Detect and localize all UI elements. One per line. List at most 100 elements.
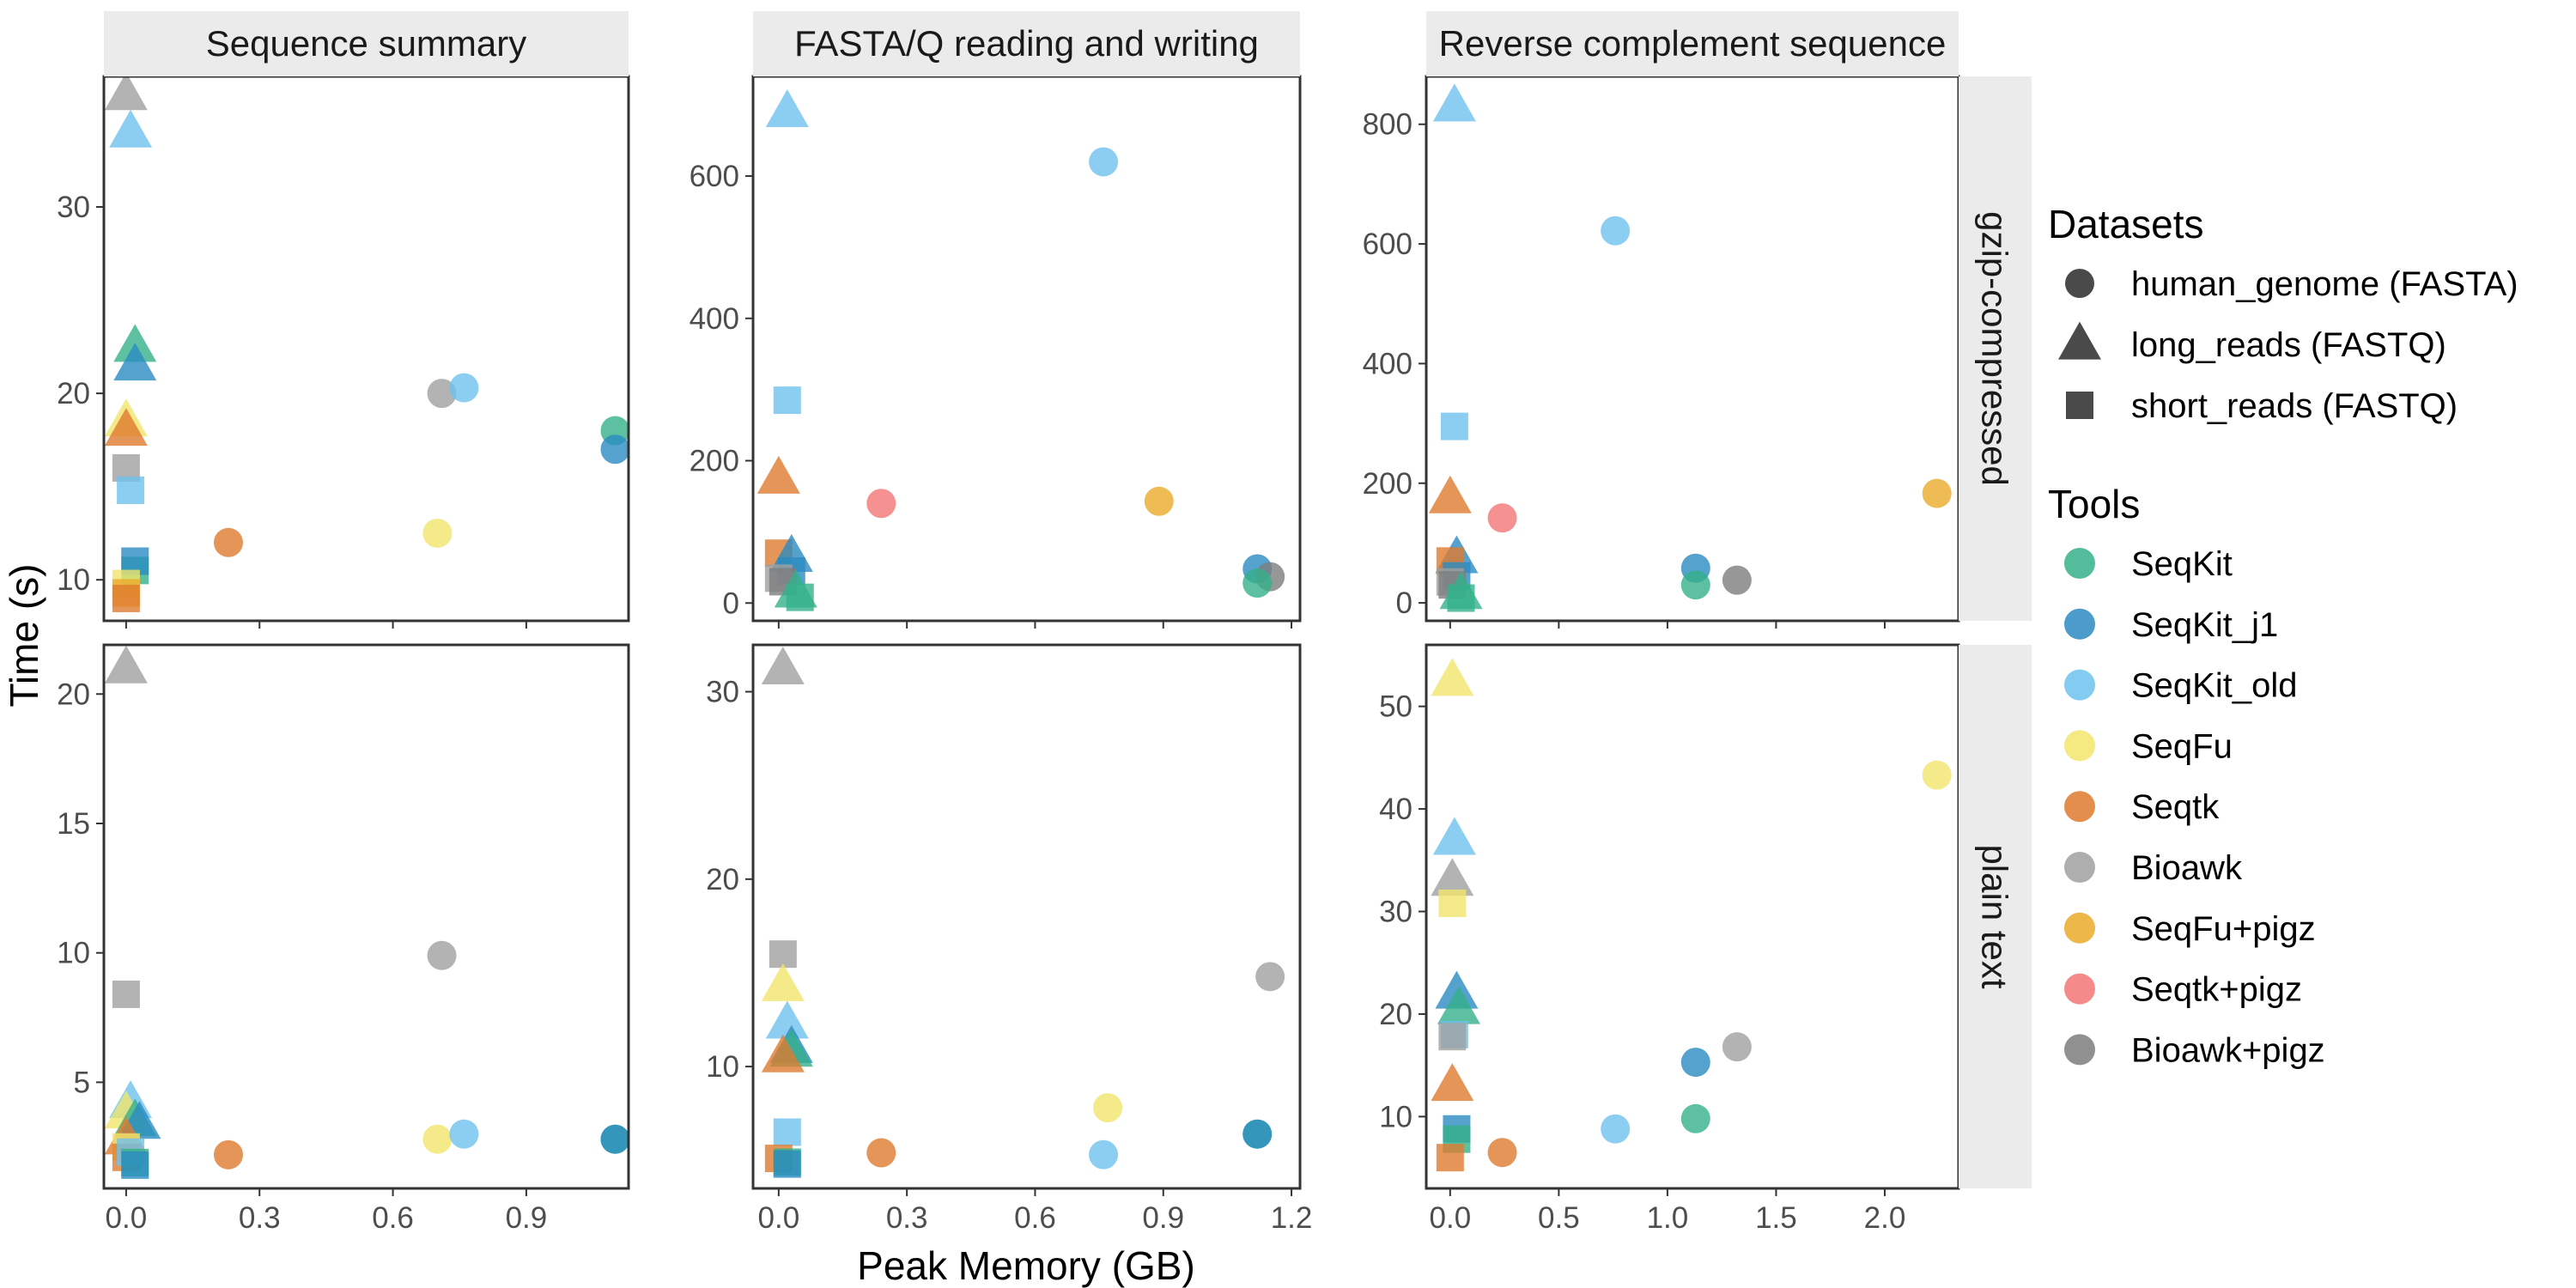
point-bioawk: [104, 645, 148, 683]
legend-label: SeqFu: [2131, 727, 2233, 765]
legend-label: short_reads (FASTQ): [2131, 387, 2458, 425]
x-tick-label: 1.2: [1271, 1201, 1313, 1235]
point-seqfu: [1438, 889, 1467, 917]
strip-background: [753, 11, 1300, 76]
points: [104, 645, 630, 1179]
point-seqkit-old: [117, 477, 145, 505]
x-tick-label: 0.0: [758, 1201, 800, 1235]
point-seqfu-pigz: [1922, 478, 1952, 508]
point-bioawk: [769, 940, 797, 969]
points: [1428, 83, 1952, 612]
point-seqtk: [213, 527, 243, 557]
x-tick-label: 0.9: [506, 1201, 548, 1235]
y-tick-label: 30: [706, 676, 739, 709]
panel-plain-text-fasta-q-reading-and-writing: 10 20 30 0.0 0.3 0.6 0.9 1.2: [706, 643, 1313, 1235]
points: [761, 646, 1285, 1178]
point-seqkit-j1: [773, 1150, 801, 1178]
point-seqtk: [1487, 1138, 1517, 1168]
y-tick-label: 10: [57, 937, 90, 970]
legend-label: Bioawk+pigz: [2131, 1031, 2325, 1069]
point-seqtk: [756, 455, 800, 494]
legend-key-circle: [2064, 669, 2095, 701]
panel-gzip-compressed-fasta-q-reading-and-writing: 0 200 400 600: [690, 75, 1302, 629]
legend-label: Bioawk: [2131, 849, 2243, 887]
y-axis-title: Time (s): [2, 564, 46, 708]
y-tick-label: 600: [690, 160, 739, 193]
point-seqkit-j1: [600, 1124, 630, 1154]
legend-item-seqkit-j1: SeqKit_j1: [2064, 606, 2278, 644]
panel-border: [751, 75, 1302, 623]
legend-datasets: human_genome (FASTA) long_reads (FASTQ) sh…: [2058, 265, 2518, 425]
point-seqkit-old: [1432, 817, 1476, 855]
x-tick-label: 0.3: [239, 1201, 281, 1235]
point-seqkit-old: [765, 1000, 809, 1039]
y-tick-label: 50: [1379, 690, 1413, 724]
point-bioawk: [1431, 858, 1474, 896]
point-seqkit-old: [449, 1119, 479, 1149]
legend-key-circle: [2064, 1034, 2095, 1066]
point-seqtk: [1431, 1063, 1474, 1102]
legend-label: SeqKit: [2131, 545, 2233, 583]
y-tick-label: 200: [690, 445, 739, 478]
point-seqfu: [422, 1124, 453, 1154]
y-tick-label: 0: [723, 586, 739, 620]
y-tick-label: 20: [57, 677, 90, 711]
legend-label: SeqKit_old: [2131, 667, 2297, 705]
x-tick-label: 0.0: [106, 1201, 148, 1235]
point-bioawk: [427, 379, 457, 409]
y-tick-label: 400: [1363, 347, 1413, 380]
legend-item-seqfu: SeqFu: [2064, 727, 2233, 765]
point-seqkit-old: [773, 386, 801, 415]
point-seqtk-pigz: [1487, 503, 1517, 533]
legend-item-seqtk: Seqtk: [2064, 788, 2220, 826]
legend-item-bioawk: Bioawk: [2064, 849, 2243, 887]
x-tick-label: 0.6: [372, 1201, 414, 1235]
legend-key-circle: [2064, 973, 2095, 1005]
legend-item-seqkit: SeqKit: [2064, 545, 2233, 583]
legend-item-seqtk-pigz: Seqtk+pigz: [2064, 971, 2302, 1009]
y-tick-label: 0: [1396, 586, 1413, 620]
y-tick-label: 600: [1363, 228, 1413, 261]
point-seqfu: [1093, 1093, 1123, 1123]
point-seqfu: [1431, 658, 1474, 696]
point-seqkit-old: [773, 1118, 801, 1146]
panel-plain-text-sequence-summary: 5 10 15 20 0.0 0.3 0.6 0.9: [57, 643, 630, 1235]
strip-background: [1959, 76, 2032, 621]
legend-item-bioawk-pigz: Bioawk+pigz: [2064, 1031, 2325, 1069]
point-seqkit-j1: [113, 343, 157, 381]
point-seqfu: [422, 518, 453, 548]
column-strip-label: FASTA/Q reading and writing: [794, 23, 1259, 64]
point-seqkit: [1437, 986, 1480, 1024]
legend-item-long-reads-fastq: long_reads (FASTQ): [2058, 321, 2446, 364]
point-seqfu: [1922, 760, 1952, 790]
point-seqkit-j1: [1680, 1048, 1710, 1078]
point-seqtk: [213, 1139, 243, 1170]
facet-strips: Sequence summary FASTA/Q reading and writ…: [104, 11, 2032, 1188]
point-seqfu-pigz: [1144, 486, 1174, 516]
y-tick-label: 10: [57, 563, 90, 597]
legend-key-circle: [2064, 852, 2095, 883]
points: [756, 89, 1285, 611]
point-seqkit-old: [1440, 412, 1468, 440]
y-tick-label: 20: [1379, 998, 1413, 1031]
strip-background: [104, 11, 629, 76]
point-bioawk: [1438, 1023, 1467, 1051]
facet-panels: 10 20 30 0 200 400 600 0 200 400 600 800 5 10 15 20 0.0 0…: [57, 72, 1960, 1235]
point-seqkit-old: [1601, 216, 1631, 246]
point-seqtk: [866, 1138, 896, 1168]
legend-tools: SeqKit SeqKit_j1 SeqKit_old SeqFu Seqtk Bioaw…: [2064, 545, 2325, 1069]
point-seqkit-old: [1089, 1139, 1119, 1170]
y-tick-label: 40: [1379, 793, 1413, 826]
strip-background: [1959, 645, 2032, 1188]
point-seqtk: [112, 584, 140, 612]
y-tick-label: 5: [74, 1066, 90, 1099]
point-seqkit-j1: [600, 434, 630, 465]
point-seqkit-old: [1089, 147, 1119, 177]
x-tick-label: 0.5: [1538, 1201, 1580, 1235]
legend-item-seqfu-pigz: SeqFu+pigz: [2064, 910, 2316, 948]
legend-item-seqkit-old: SeqKit_old: [2064, 667, 2297, 705]
point-seqkit: [786, 583, 814, 611]
point-seqtk: [1436, 1144, 1464, 1172]
y-tick-label: 400: [690, 302, 739, 336]
